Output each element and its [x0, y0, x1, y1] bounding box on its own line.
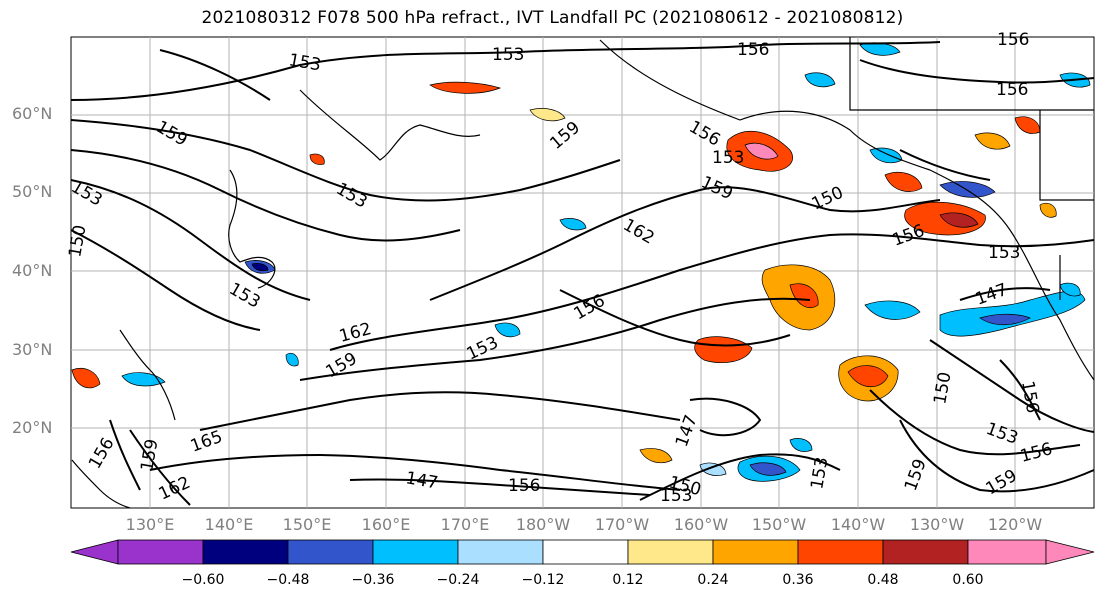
lon-label: 130°E [125, 515, 175, 534]
lon-label: 170°W [594, 515, 650, 534]
map-title: 2021080312 F078 500 hPa refract., IVT La… [201, 8, 904, 28]
colorbar-tick-label: −0.60 [181, 572, 225, 588]
lon-label: 160°W [673, 515, 729, 534]
lat-label-60n: 60°N [12, 104, 53, 123]
colorbar-tick-label: −0.48 [266, 572, 310, 588]
contour-label: 153 [988, 243, 1020, 263]
colorbar-tick-label: −0.24 [436, 572, 480, 588]
colorbar-extend-low [70, 539, 119, 565]
lon-label: 180°W [515, 515, 571, 534]
lat-label-40n: 40°N [12, 261, 53, 280]
colorbar-bin [967, 539, 1047, 565]
colorbar-bin [117, 539, 204, 565]
contour-label: 156 [996, 80, 1028, 100]
colorbar-tick-label: −0.12 [521, 572, 565, 588]
lon-label: 140°W [830, 515, 886, 534]
colorbar-bin [457, 539, 544, 565]
contour-label: 153 [660, 486, 692, 506]
colorbar-bin [202, 539, 289, 565]
contour-label: 156 [737, 40, 769, 60]
colorbar-tick-label: 0.60 [952, 572, 984, 588]
colorbar [70, 539, 1095, 565]
colorbar-extend-high [1045, 539, 1095, 565]
contour-label: 153 [712, 148, 744, 168]
colorbar-bin [797, 539, 884, 565]
colorbar-tick-label: 0.12 [612, 572, 644, 588]
graticule [71, 37, 1094, 508]
lon-label: 170°E [440, 515, 490, 534]
colorbar-tick-label: 0.24 [697, 572, 729, 588]
colorbar-tick-label: 0.36 [782, 572, 814, 588]
refractivity-contours [70, 41, 1095, 506]
contour-label: 156 [508, 476, 540, 496]
lon-label: 150°E [282, 515, 332, 534]
colorbar-bin [882, 539, 969, 565]
lon-label: 140°E [204, 515, 254, 534]
positive-anomaly-fills [71, 81, 1057, 464]
lon-label: 150°W [751, 515, 807, 534]
lat-label-20n: 20°N [12, 418, 53, 437]
contour-label: 156 [997, 30, 1029, 50]
colorbar-bin [542, 539, 629, 565]
contour-label: 153 [492, 45, 524, 65]
colorbar-tick-label: −0.36 [351, 572, 395, 588]
colorbar-tick-label: 0.48 [867, 572, 899, 588]
lon-label: 160°E [361, 515, 411, 534]
colorbar-bin [287, 539, 374, 565]
lon-label: 120°W [987, 515, 1043, 534]
plot-area [70, 36, 1095, 509]
lon-label: 130°W [909, 515, 965, 534]
colorbar-bin [712, 539, 799, 565]
lat-label-30n: 30°N [12, 340, 53, 359]
lat-label-50n: 50°N [12, 182, 53, 201]
colorbar-bin [372, 539, 459, 565]
colorbar-bin [627, 539, 714, 565]
coastlines [71, 37, 1095, 509]
